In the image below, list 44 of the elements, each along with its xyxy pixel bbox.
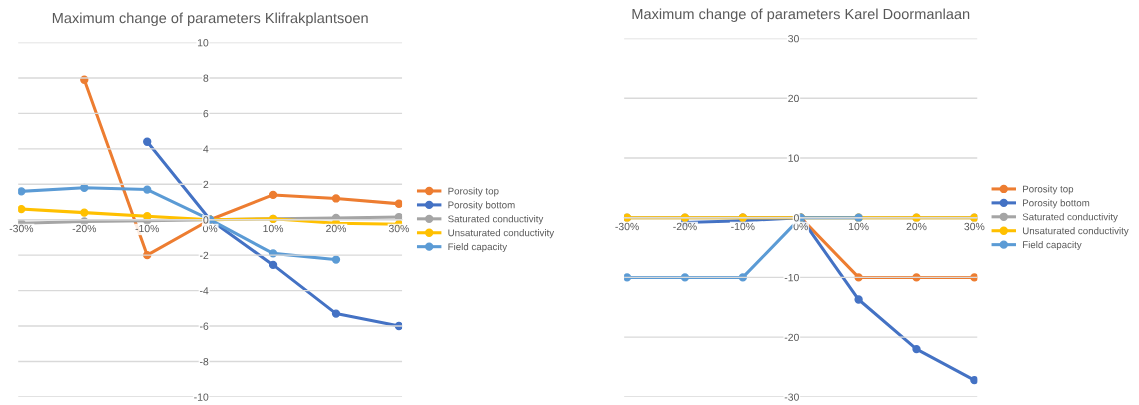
x-tick-label: 20% — [906, 222, 927, 231]
legend-label: Porosity bottom — [448, 201, 515, 211]
y-tick-label: -2 — [199, 251, 209, 259]
legend-label: Field capacity — [448, 243, 508, 253]
x-tick-label: -20% — [72, 224, 97, 233]
x-tick-label: 10% — [263, 224, 284, 233]
legend-label: Porosity top — [448, 187, 499, 197]
chart-title: Maximum change of parameters Klifrakplantsoen — [52, 12, 368, 27]
x-tick-label: 10% — [848, 222, 869, 231]
y-tick-label: 10 — [197, 39, 209, 47]
y-tick-label: 10 — [788, 154, 799, 162]
x-tick-label: 30% — [964, 222, 985, 231]
y-tick-label: 6 — [203, 109, 209, 118]
y-tick-label: -30 — [784, 393, 799, 401]
x-tick-label: -10% — [135, 224, 160, 233]
y-tick-label: -10 — [784, 273, 799, 282]
legend-label: Field capacity — [1023, 241, 1082, 251]
y-tick-label: 2 — [203, 180, 209, 189]
x-tick-label: -10% — [731, 222, 755, 231]
x-tick-label: -30% — [9, 224, 34, 233]
x-tick-label: -20% — [673, 222, 697, 231]
y-tick-label: 8 — [203, 74, 209, 82]
x-tick-label: -30% — [615, 222, 639, 231]
x-tick-label: 20% — [326, 224, 347, 233]
legend-label: Porosity bottom — [1023, 199, 1090, 209]
y-tick-label: -6 — [199, 322, 209, 330]
y-tick-label: 30 — [788, 34, 799, 43]
y-tick-label: -10 — [194, 393, 209, 401]
legend-label: Unsaturated conductivity — [1022, 227, 1129, 237]
y-tick-label: -8 — [199, 357, 209, 366]
y-tick-label: 20 — [788, 94, 799, 103]
x-tick-label: 0% — [793, 222, 808, 231]
x-tick-label: 30% — [388, 224, 409, 233]
chart-title: Maximum change of parameters Karel Doormanlaan — [632, 8, 970, 23]
legend-label: Porosity top — [1023, 185, 1074, 195]
y-tick-label: 0 — [793, 214, 799, 222]
y-tick-label: 0 — [203, 216, 209, 224]
y-tick-label: -20 — [784, 333, 799, 342]
y-tick-label: 4 — [203, 145, 209, 153]
x-tick-label: 0% — [203, 224, 218, 233]
legend-label: Saturated conductivity — [448, 215, 544, 225]
legend-label: Unsaturated conductivity — [448, 229, 555, 239]
y-tick-label: -4 — [199, 287, 209, 295]
legend-label: Saturated conductivity — [1022, 213, 1118, 223]
